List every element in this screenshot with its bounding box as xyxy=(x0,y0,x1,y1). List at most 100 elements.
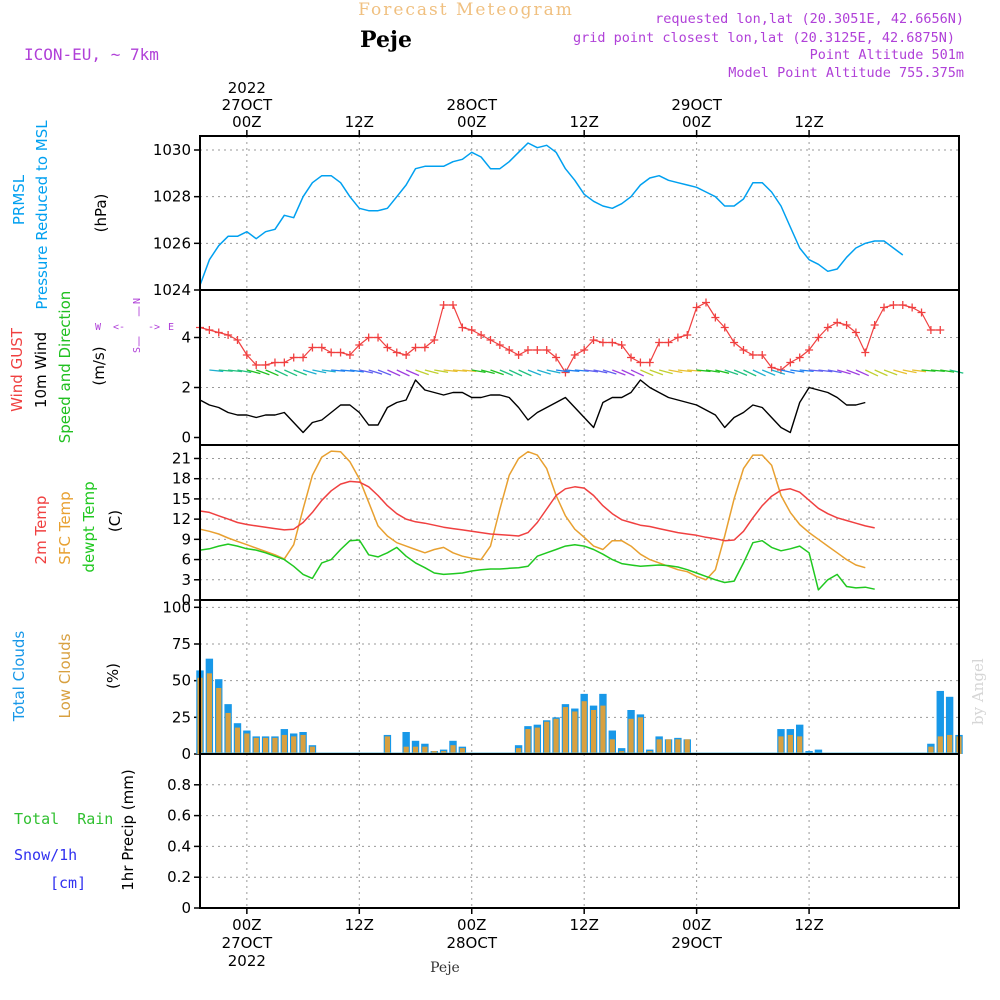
compass-east: E xyxy=(168,322,174,333)
ytick-label-precip: 0 xyxy=(181,899,191,917)
gust-marker xyxy=(214,328,223,337)
snow-unit-label: [cm] xyxy=(50,874,86,892)
wind-direction-arrow xyxy=(809,369,824,372)
gust-marker xyxy=(805,346,814,354)
ytick-label-precip: 0.6 xyxy=(167,807,191,825)
time-label: 27OCT xyxy=(222,934,273,952)
compass-north: N xyxy=(132,298,143,304)
wind-direction-arrow xyxy=(584,369,599,373)
gust-marker xyxy=(552,353,561,362)
wind-direction-arrow xyxy=(818,369,833,373)
time-label: 28OCT xyxy=(446,96,497,114)
ytick-label-wind: 4 xyxy=(181,329,191,347)
gust-marker xyxy=(889,301,898,309)
low-cloud-bar xyxy=(590,710,597,754)
wind-direction-arrow xyxy=(443,369,458,373)
low-cloud-bar xyxy=(562,707,569,754)
wind-direction-arrow xyxy=(593,369,608,374)
gust-marker xyxy=(374,333,383,342)
location-title: Peje xyxy=(360,27,412,53)
direction-label: Speed and Direction xyxy=(56,291,74,444)
gust-marker xyxy=(598,338,607,347)
time-label: 00Z xyxy=(682,916,711,934)
wind-direction-arrow xyxy=(302,369,317,375)
wind-direction-arrow xyxy=(855,369,869,377)
time-label: 00Z xyxy=(457,916,486,934)
wind-direction-arrow xyxy=(490,369,504,376)
ytick-label-temp: 9 xyxy=(181,530,191,548)
low-cloud-bar xyxy=(600,705,606,754)
gust-marker xyxy=(505,346,514,354)
ytick-label-temp: 0 xyxy=(181,591,191,609)
low-cloud-bar xyxy=(234,727,241,754)
gust-marker xyxy=(861,348,870,357)
wind-direction-arrow xyxy=(837,369,851,375)
wind-direction-arrow xyxy=(630,369,645,377)
low-cloud-bar xyxy=(403,746,409,754)
gust-marker xyxy=(795,353,804,362)
gust-marker xyxy=(908,303,917,312)
wind-direction-arrow xyxy=(902,369,917,374)
gust-marker xyxy=(355,341,364,349)
wind-direction-arrow xyxy=(912,369,927,373)
low-cloud-bar xyxy=(216,688,222,754)
wind-direction-arrow xyxy=(940,369,955,373)
wind-direction-arrow xyxy=(331,369,346,372)
gust-marker xyxy=(477,331,486,339)
gust-marker xyxy=(720,323,729,332)
gust-marker xyxy=(683,331,692,339)
time-label: 29OCT xyxy=(671,934,722,952)
wind-direction-arrow xyxy=(246,369,261,375)
gust-marker xyxy=(495,341,504,349)
gust-marker xyxy=(702,298,710,307)
ytick-label-temp: 6 xyxy=(181,551,191,569)
low-cloud-bar xyxy=(937,736,943,754)
gust-marker xyxy=(758,351,767,359)
gust-marker xyxy=(233,336,242,344)
gust-marker xyxy=(336,348,345,357)
time-label: 12Z xyxy=(345,113,374,131)
gust-marker xyxy=(926,326,935,334)
low-cloud-bar xyxy=(263,737,269,754)
ytick-label-clouds: 25 xyxy=(172,708,191,726)
wind-direction-arrow xyxy=(368,369,383,375)
wind-direction-arrow xyxy=(621,369,635,377)
wind-direction-arrow xyxy=(612,369,626,376)
wind-unit: (m/s) xyxy=(90,346,108,385)
gust-marker xyxy=(542,346,551,354)
gust-marker xyxy=(299,353,308,362)
low-cloud-bar xyxy=(637,717,643,754)
wind-direction-arrow xyxy=(452,369,468,372)
wind-direction-arrow xyxy=(780,369,795,374)
wind-direction-arrow xyxy=(949,369,964,374)
gust-marker xyxy=(673,333,682,342)
gust-marker xyxy=(870,321,879,329)
compass-south: S xyxy=(132,347,143,353)
gust-marker xyxy=(523,346,532,354)
low-cloud-bar xyxy=(787,734,793,754)
ytick-label-temp: 12 xyxy=(172,510,191,528)
wind-direction-arrow xyxy=(312,369,327,374)
prmsl-unit: (hPa) xyxy=(92,194,110,233)
chart-title: Forecast Meteogram xyxy=(358,0,574,20)
wind-direction-arrow xyxy=(846,369,860,376)
gust-marker xyxy=(317,343,326,352)
wind-direction-arrow xyxy=(546,369,561,374)
low-cloud-bar xyxy=(628,718,634,754)
wind-direction-arrow xyxy=(349,369,364,373)
chart-layer: 1024 1026 1028 1030 0 2 4 0 3 6 9 12 15 18 21 0 25 50 75 10… xyxy=(153,79,964,970)
wind-direction-arrow xyxy=(724,369,739,376)
time-label: 12Z xyxy=(569,916,598,934)
ytick-label-clouds: 75 xyxy=(172,635,191,653)
wind-direction-arrow xyxy=(640,369,654,377)
wind-direction-arrow xyxy=(602,369,617,375)
wind-direction-arrow xyxy=(874,369,888,377)
low-cloud-bar xyxy=(459,748,465,754)
gust-marker xyxy=(655,338,664,347)
wind-direction-arrow xyxy=(293,369,308,376)
watermark: by Angel xyxy=(969,658,987,725)
gust-marker xyxy=(411,343,420,352)
wind-direction-arrow xyxy=(771,369,786,375)
gust-marker xyxy=(936,326,945,334)
wind-direction-arrow xyxy=(752,369,766,377)
